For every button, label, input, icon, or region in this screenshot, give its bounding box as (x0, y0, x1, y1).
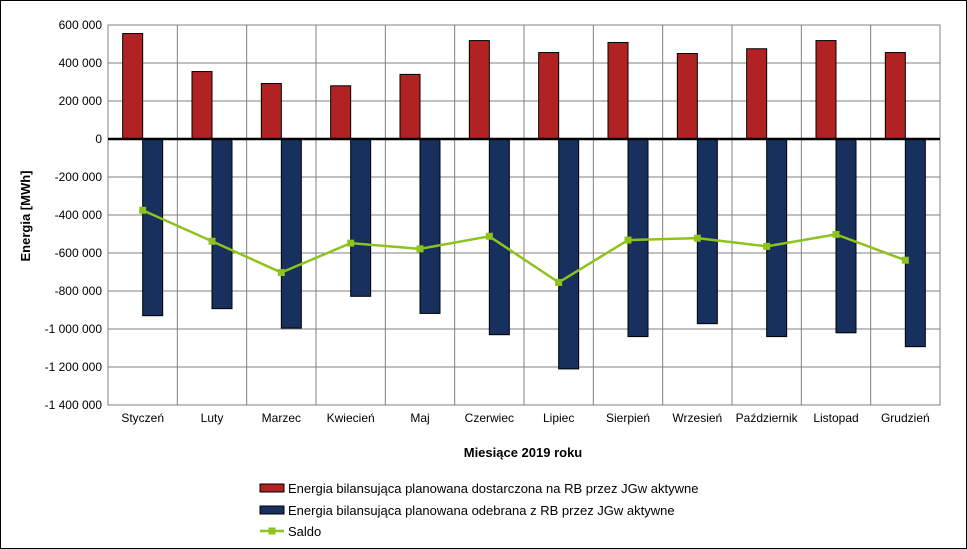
bar-dostarczona (746, 48, 768, 140)
saldo-point (347, 239, 355, 247)
x-tick-label: Listopad (813, 411, 858, 425)
plot-area (107, 24, 941, 406)
saldo-point (485, 232, 493, 240)
y-tick-label: -600 000 (55, 246, 103, 260)
saldo-line (142, 209, 906, 284)
y-tick-label: 0 (95, 132, 102, 146)
y-tick-label: 600 000 (59, 18, 103, 32)
grid (108, 24, 940, 406)
saldo-point (693, 234, 701, 242)
saldo-point (208, 237, 216, 245)
x-tick-labels: Styczeń Luty Marzec Kwiecień Maj Czerwiec Lipi… (121, 411, 929, 425)
x-tick-label: Marzec (262, 411, 301, 425)
x-tick-label: Maj (410, 411, 429, 425)
bar-odebrana (696, 138, 718, 325)
x-axis-title: Miesiące 2019 roku (464, 445, 583, 460)
x-tick-label: Wrzesień (672, 411, 722, 425)
bar-dostarczona (399, 73, 421, 140)
saldo-point (901, 256, 909, 264)
saldo-point (277, 269, 285, 277)
legend-swatch-dostarczona (259, 483, 285, 493)
x-tick-label: Kwiecień (327, 411, 375, 425)
bar-odebrana (419, 138, 441, 314)
bar-dostarczona (260, 83, 282, 140)
x-tick-label: Grudzień (881, 411, 930, 425)
y-axis-title: Energia [MWh] (18, 171, 33, 262)
y-tick-label: -1 400 000 (45, 398, 103, 412)
legend-label-dostarczona: Energia bilansująca planowana dostarczon… (288, 481, 698, 496)
bar-odebrana (904, 138, 926, 348)
x-tick-label: Sierpień (606, 411, 650, 425)
bar-odebrana (766, 138, 788, 338)
y-tick-label: -1 000 000 (45, 322, 103, 336)
bar-dostarczona (122, 33, 144, 140)
bar-dostarczona (815, 40, 837, 140)
x-tick-label: Lipiec (543, 411, 574, 425)
bar-dostarczona (330, 85, 352, 140)
y-tick-label: 400 000 (59, 56, 103, 70)
x-tick-label: Styczeń (121, 411, 164, 425)
x-tick-label: Luty (201, 411, 224, 425)
bar-dostarczona (676, 53, 698, 140)
y-tick-label: -800 000 (55, 284, 103, 298)
bar-dostarczona (468, 40, 490, 140)
bars (122, 33, 926, 370)
saldo-point (763, 242, 771, 250)
saldo-point (139, 206, 147, 214)
saldo-point (624, 236, 632, 244)
saldo-point (832, 230, 840, 238)
saldo-point (555, 278, 563, 286)
bar-dostarczona (191, 71, 213, 140)
y-tick-labels: 600 000 400 000 200 000 0 -200 000 -400 000 -6… (45, 18, 103, 412)
legend-swatch-odebrana (259, 505, 285, 515)
bar-odebrana (558, 138, 580, 370)
y-tick-label: -200 000 (55, 170, 103, 184)
legend-swatch-saldo-marker (268, 527, 276, 535)
bar-odebrana (350, 138, 372, 297)
y-tick-label: 200 000 (59, 94, 103, 108)
bar-odebrana (280, 138, 302, 329)
bar-odebrana (142, 138, 164, 317)
y-tick-label: -400 000 (55, 208, 103, 222)
legend: Energia bilansująca planowana dostarczon… (259, 481, 698, 539)
legend-label-saldo: Saldo (288, 524, 321, 539)
bar-dostarczona (538, 52, 560, 140)
saldo-line-group (139, 206, 909, 286)
legend-label-odebrana: Energia bilansująca planowana odebrana z… (288, 503, 675, 518)
x-tick-label: Czerwiec (465, 411, 514, 425)
bar-dostarczona (884, 52, 906, 140)
bar-odebrana (211, 138, 233, 310)
saldo-point (416, 245, 424, 253)
y-tick-label: -1 200 000 (45, 360, 103, 374)
bar-dostarczona (607, 41, 629, 140)
x-tick-label: Październik (736, 411, 799, 425)
